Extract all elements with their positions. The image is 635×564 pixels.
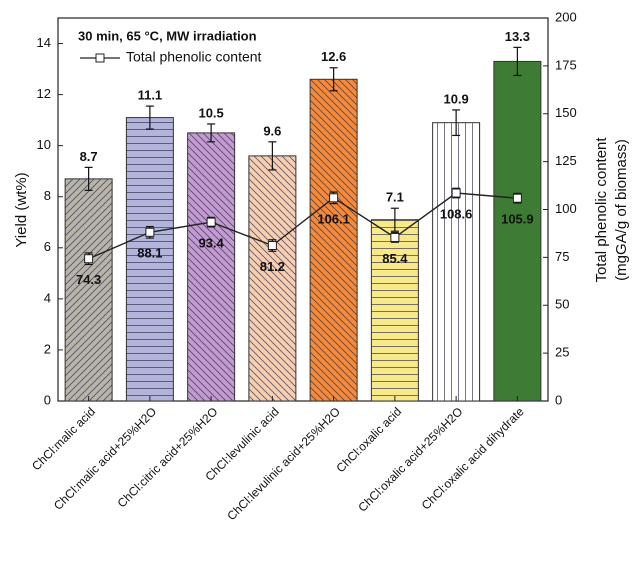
x-tick-label: ChCl:levulinic acid+25%H2O xyxy=(224,404,343,523)
bar xyxy=(493,60,542,402)
x-tick-label: ChCl:oxalic acid+25%H2O xyxy=(355,404,465,514)
error-bar xyxy=(513,46,522,77)
y2-axis-title: (mgGA/g of biomass) xyxy=(613,139,630,281)
line-value-label: 88.1 xyxy=(137,246,162,261)
bar-value-label: 10.5 xyxy=(198,105,223,120)
line-marker xyxy=(145,227,155,237)
y2-tick-label: 125 xyxy=(555,153,577,168)
error-bar xyxy=(390,207,399,232)
y2-tick-label: 175 xyxy=(555,57,577,72)
bar xyxy=(309,78,358,402)
line-marker xyxy=(206,217,216,227)
line-marker xyxy=(512,193,522,203)
y-tick-label: 12 xyxy=(37,86,51,101)
y2-tick-label: 0 xyxy=(555,392,562,407)
y2-axis-title: Total phenolic content xyxy=(593,137,610,283)
line-marker xyxy=(267,241,277,251)
y-tick-label: 4 xyxy=(44,290,51,305)
line-value-label: 81.2 xyxy=(260,259,285,274)
y-tick-label: 2 xyxy=(44,341,51,356)
line-marker xyxy=(451,188,461,198)
y2-tick-label: 75 xyxy=(555,249,569,264)
line xyxy=(88,192,518,260)
bar xyxy=(370,219,419,402)
bar-value-label: 10.9 xyxy=(443,91,468,106)
chart-title: 30 min, 65 °C, MW irradiation xyxy=(78,28,257,43)
x-tick-label: ChCl:malic acid+25%H2O xyxy=(51,404,159,512)
y2-tick-label: 50 xyxy=(555,297,569,312)
bar xyxy=(64,178,113,402)
legend-label: Total phenolic content xyxy=(126,49,262,65)
x-tick-label: ChCl:oxalic acid xyxy=(333,404,404,475)
line-marker xyxy=(329,193,339,203)
bar-value-label: 13.3 xyxy=(505,29,530,44)
y2-tick-label: 150 xyxy=(555,105,577,120)
legend-marker xyxy=(95,53,105,63)
bar-value-label: 12.6 xyxy=(321,49,346,64)
line-value-label: 106.1 xyxy=(317,211,350,226)
bar-value-label: 7.1 xyxy=(386,190,404,205)
line-marker xyxy=(84,254,94,264)
error-bar xyxy=(207,123,216,143)
y2-tick-label: 25 xyxy=(555,345,569,360)
bar-value-label: 9.6 xyxy=(263,123,281,138)
y-tick-label: 8 xyxy=(44,188,51,203)
line-value-label: 108.6 xyxy=(440,206,473,221)
line-marker xyxy=(390,232,400,242)
x-tick-label: ChCl:malic acid xyxy=(29,404,98,473)
y-tick-label: 10 xyxy=(37,137,51,152)
x-tick-label: ChCl:oxalic acid dihydrate xyxy=(419,404,527,512)
line-value-label: 93.4 xyxy=(198,236,224,251)
error-bar xyxy=(452,109,461,137)
error-bar xyxy=(268,141,277,171)
y2-tick-label: 200 xyxy=(555,9,577,24)
bar-value-label: 8.7 xyxy=(80,149,98,164)
y-tick-label: 14 xyxy=(37,35,51,50)
y2-tick-label: 100 xyxy=(555,201,577,216)
y-tick-label: 6 xyxy=(44,239,51,254)
y-axis-title: Yield (wt%) xyxy=(13,172,30,247)
error-bar xyxy=(84,166,93,191)
bar xyxy=(187,132,236,402)
line-value-label: 105.9 xyxy=(501,212,534,227)
line-value-label: 74.3 xyxy=(76,272,101,287)
error-bar xyxy=(145,105,154,130)
line-value-label: 85.4 xyxy=(382,251,408,266)
error-bar xyxy=(329,67,338,92)
x-tick-label: ChCl:citric acid+25%H2O xyxy=(115,404,221,510)
y-tick-label: 0 xyxy=(44,392,51,407)
bar-value-label: 11.1 xyxy=(138,88,163,103)
bar xyxy=(432,122,481,402)
bar xyxy=(248,155,297,402)
